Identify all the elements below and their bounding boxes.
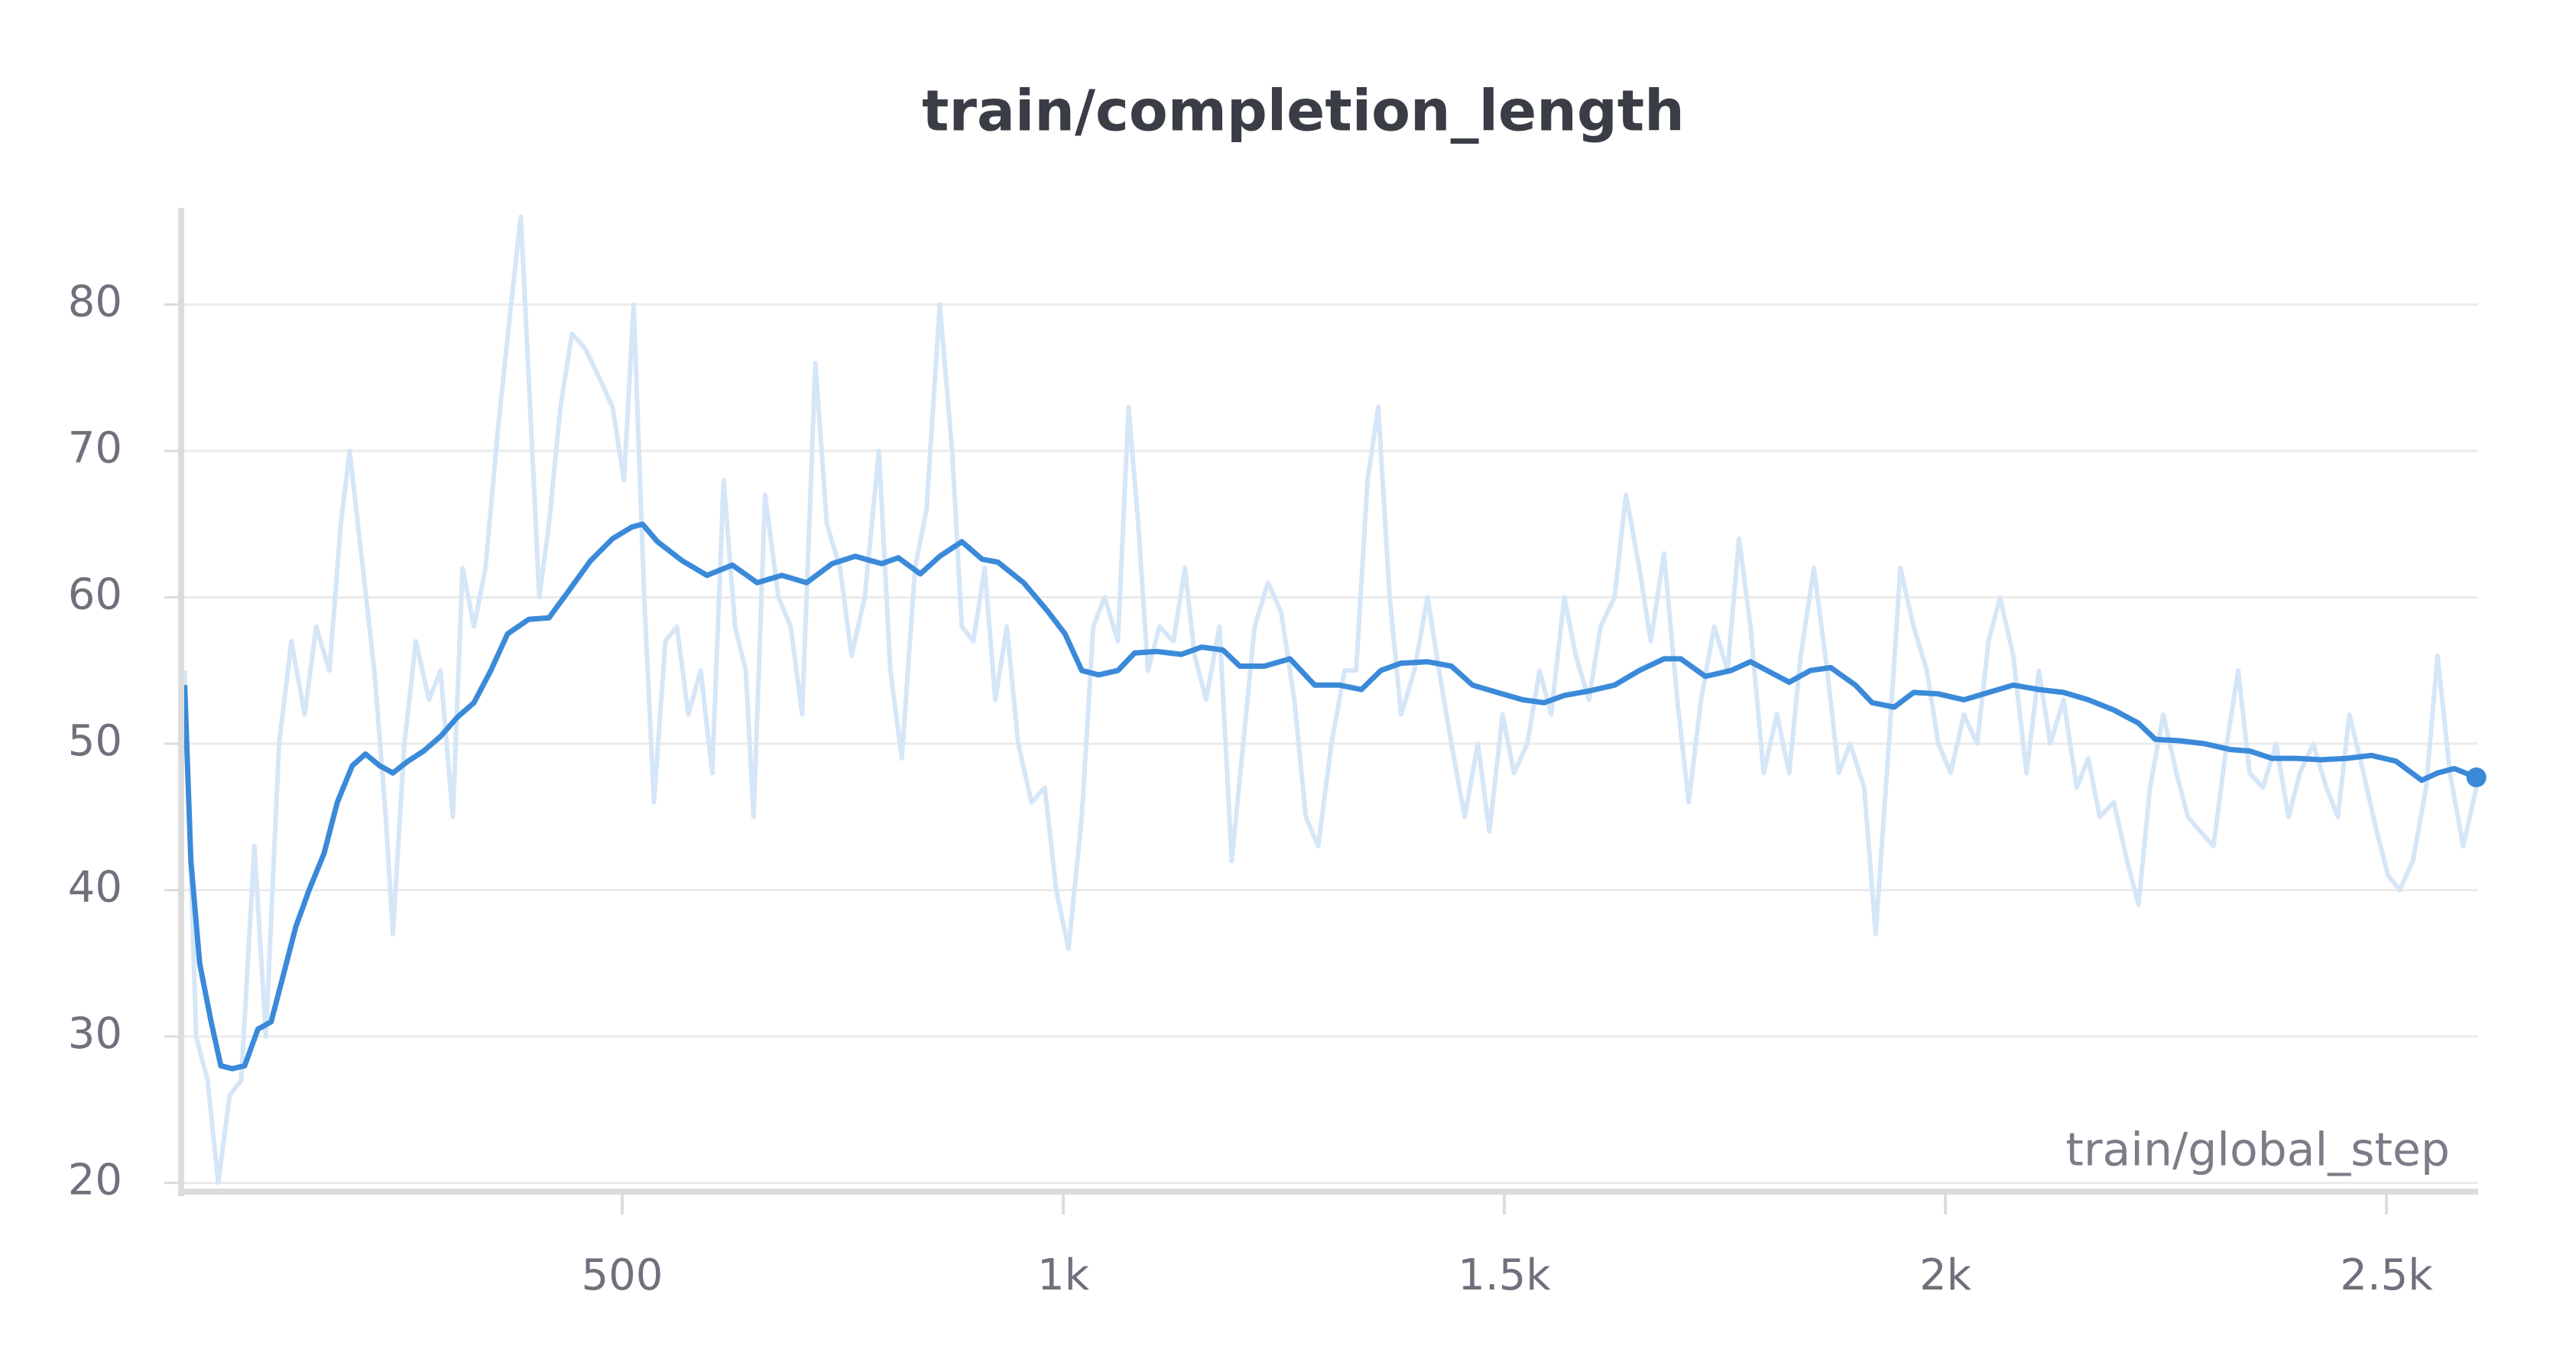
y-tick-label: 80 <box>68 277 122 327</box>
raw-line <box>182 214 2479 1186</box>
x-tick-label: 2.5k <box>2340 1251 2433 1300</box>
y-tick-label: 70 <box>68 423 122 473</box>
y-tick-label: 60 <box>68 570 122 620</box>
plot-area <box>182 214 2487 1186</box>
x-axis-label: train/global_step <box>2065 1124 2450 1177</box>
chart-title: train/completion_length <box>922 79 1685 144</box>
x-tick-label: 2k <box>1919 1251 1972 1300</box>
x-tick-label: 1.5k <box>1458 1251 1551 1300</box>
y-tick-label: 20 <box>68 1156 122 1205</box>
y-tick-label: 40 <box>68 863 122 913</box>
x-tick-label: 500 <box>582 1251 663 1300</box>
smoothed-line <box>182 521 2477 1072</box>
y-tick-label: 30 <box>68 1009 122 1059</box>
end-point <box>2466 767 2487 788</box>
x-tick-label: 1k <box>1037 1251 1090 1300</box>
axes: 20 30 40 50 60 70 80 500 1k 1.5k 2k 2.5k train/globa… <box>68 208 2478 1300</box>
y-tick-label: 50 <box>68 716 122 766</box>
